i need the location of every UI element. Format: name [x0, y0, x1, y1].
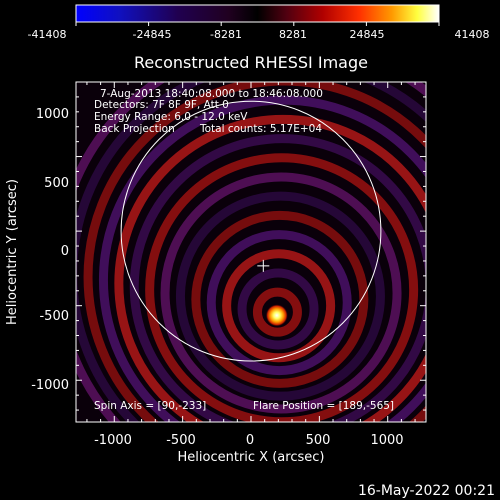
y-axis-label: Heliocentric Y (arcsec): [5, 179, 20, 325]
flare-position-text: Flare Position = [189,-565]: [253, 400, 394, 412]
x-tick-labels: -1000 -500 0 500 1000: [94, 433, 403, 448]
x-axis-label: Heliocentric X (arcsec): [178, 450, 325, 465]
interference-ring: [129, 134, 426, 422]
interference-ring: [114, 114, 426, 422]
colorbar-tick-label: -24845: [133, 28, 172, 41]
colorbar-tick-label: 24845: [350, 28, 385, 41]
interference-ring: [98, 95, 426, 422]
colorbar: [75, 4, 440, 23]
axis-ticks: [76, 81, 426, 422]
interference-ring: [175, 191, 385, 401]
generation-timestamp: 16-May-2022 00:21: [358, 483, 495, 499]
flare-source: [265, 304, 288, 327]
y-tick-labels: -1000 -500 0 500 1000: [31, 107, 69, 393]
y-tick-label: -1000: [31, 378, 69, 393]
colorbar-tick-label: -41408: [28, 28, 67, 41]
y-tick-label: -500: [39, 309, 69, 324]
plot-title: Reconstructed RHESSI Image: [134, 53, 368, 72]
interference-ring: [83, 82, 426, 422]
method-text: Back Projection: [94, 123, 175, 135]
solar-limb-circle: [120, 100, 382, 362]
y-tick-label: 1000: [36, 107, 69, 122]
detectors-text: Detectors: 7F 8F 9F, Att 0: [94, 99, 229, 111]
time-range-text: 7-Aug-2013 18:40:08.000 to 18:46:08.000: [100, 88, 323, 100]
x-tick-label: -500: [166, 433, 196, 448]
spin-axis-text: Spin Axis = [90,-233]: [94, 400, 206, 412]
interference-ring: [206, 230, 352, 376]
x-tick-label: 500: [306, 433, 331, 448]
interference-ring: [252, 287, 302, 337]
interference-ring: [160, 172, 402, 414]
interference-ring: [191, 210, 369, 388]
annotation-block: 7-Aug-2013 18:40:08.000 to 18:46:08.000 …: [94, 88, 394, 412]
colorbar-tick-label: -8281: [210, 28, 242, 41]
y-tick-label: 0: [61, 244, 69, 259]
total-counts-text: Total counts: 5.17E+04: [199, 123, 322, 135]
colorbar-tick-labels: -41408 -24845 -8281 8281 24845 41408: [28, 28, 490, 41]
x-tick-label: -1000: [94, 433, 132, 448]
x-tick-label: 1000: [370, 433, 403, 448]
interference-ring: [237, 268, 319, 350]
colorbar-tick-label: 41408: [455, 28, 490, 41]
x-tick-label: 0: [246, 433, 254, 448]
y-tick-label: 500: [44, 176, 69, 191]
colorbar-ticks: [75, 22, 440, 26]
energy-range-text: Energy Range: 6.0 - 12.0 keV: [94, 111, 248, 123]
spin-axis-marker: [257, 259, 270, 272]
colorbar-tick-label: 8281: [279, 28, 307, 41]
